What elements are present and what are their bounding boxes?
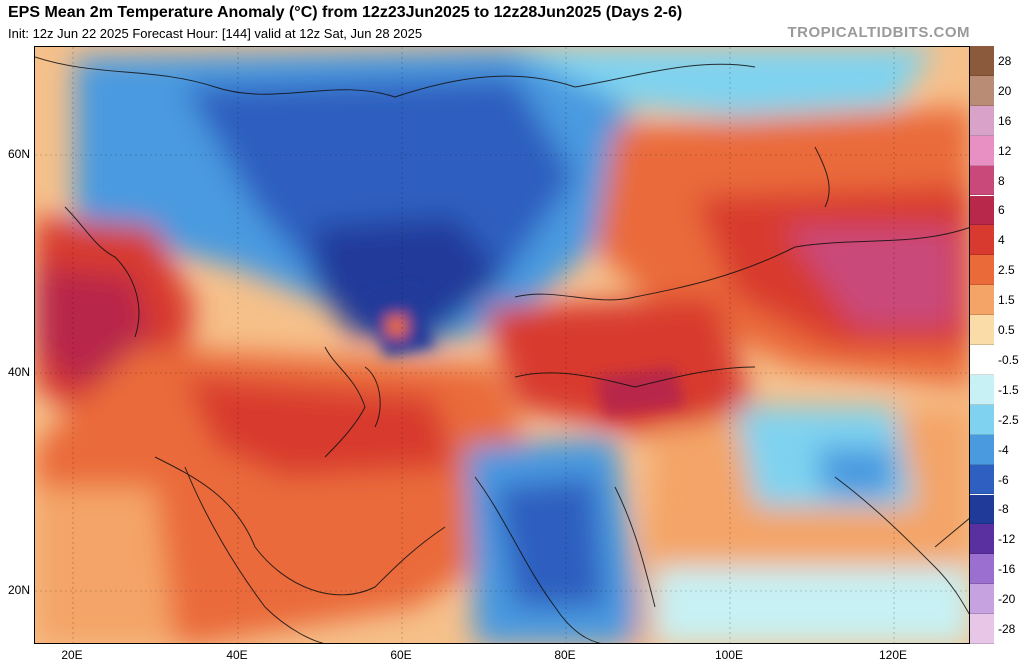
lon-label-60e: 60E xyxy=(390,648,412,662)
colorbar-label: 0.5 xyxy=(998,323,1015,338)
colorbar-swatch xyxy=(970,135,994,166)
colorbar-swatch xyxy=(970,614,994,644)
colorbar-swatch xyxy=(970,374,994,405)
colorbar-label: -20 xyxy=(998,592,1016,607)
colorbar-swatch xyxy=(970,584,994,615)
colorbar-label: 6 xyxy=(998,203,1005,218)
colorbar-swatch xyxy=(970,75,994,106)
colorbar-swatch xyxy=(970,404,994,435)
colorbar-label: 12 xyxy=(998,143,1012,158)
lat-label-40n: 40N xyxy=(7,365,30,379)
colorbar-legend: 28 20 16 12 8 6 4 2.5 1.5 0.5 -0.5 -1.5 -2.5 -4 -6 -8 -1… xyxy=(970,46,1024,644)
colorbar-label: 28 xyxy=(998,53,1012,68)
colorbar-swatch xyxy=(970,46,994,76)
colorbar-swatch xyxy=(970,315,994,345)
lon-label-80e: 80E xyxy=(554,648,576,662)
colorbar-label: 16 xyxy=(998,113,1012,128)
colorbar-label: 20 xyxy=(998,83,1012,98)
colorbar-swatch xyxy=(970,464,994,495)
map-title: EPS Mean 2m Temperature Anomaly (°C) fro… xyxy=(8,4,683,21)
colorbar-swatch xyxy=(970,345,994,375)
colorbar-swatch xyxy=(970,494,994,525)
colorbar-label: -16 xyxy=(998,562,1016,577)
map-subtitle: Init: 12z Jun 22 2025 Forecast Hour: [14… xyxy=(8,26,423,41)
colorbar-label: -28 xyxy=(998,622,1016,637)
colorbar-label: -6 xyxy=(998,472,1009,487)
colorbar-swatch xyxy=(970,554,994,585)
colorbar-label: -12 xyxy=(998,532,1016,547)
colorbar-label: -8 xyxy=(998,502,1009,517)
lon-label-100e: 100E xyxy=(714,648,744,662)
colorbar-label: -4 xyxy=(998,442,1009,457)
brand-watermark[interactable]: TROPICALTIDBITS.COM xyxy=(787,24,970,41)
anomaly-field xyxy=(35,47,969,643)
colorbar-swatch xyxy=(970,255,994,286)
colorbar-swatch xyxy=(970,524,994,555)
lon-label-120e: 120E xyxy=(878,648,908,662)
temperature-anomaly-map[interactable] xyxy=(34,46,970,644)
colorbar-swatch xyxy=(970,285,994,316)
colorbar-swatch xyxy=(970,195,994,226)
lat-label-60n: 60N xyxy=(7,147,30,161)
lon-label-20e: 20E xyxy=(61,648,83,662)
colorbar-label: -0.5 xyxy=(998,352,1019,367)
lon-label-40e: 40E xyxy=(226,648,248,662)
colorbar-label: 4 xyxy=(998,233,1005,248)
colorbar-label: 2.5 xyxy=(998,263,1015,278)
colorbar-label: 1.5 xyxy=(998,293,1015,308)
colorbar-swatch xyxy=(970,165,994,196)
colorbar-label: -1.5 xyxy=(998,382,1019,397)
lat-label-20n: 20N xyxy=(7,583,30,597)
colorbar-swatch xyxy=(970,225,994,256)
colorbar-swatch xyxy=(970,434,994,465)
colorbar-swatch xyxy=(970,105,994,136)
colorbar-label: 8 xyxy=(998,173,1005,188)
colorbar-label: -2.5 xyxy=(998,412,1019,427)
